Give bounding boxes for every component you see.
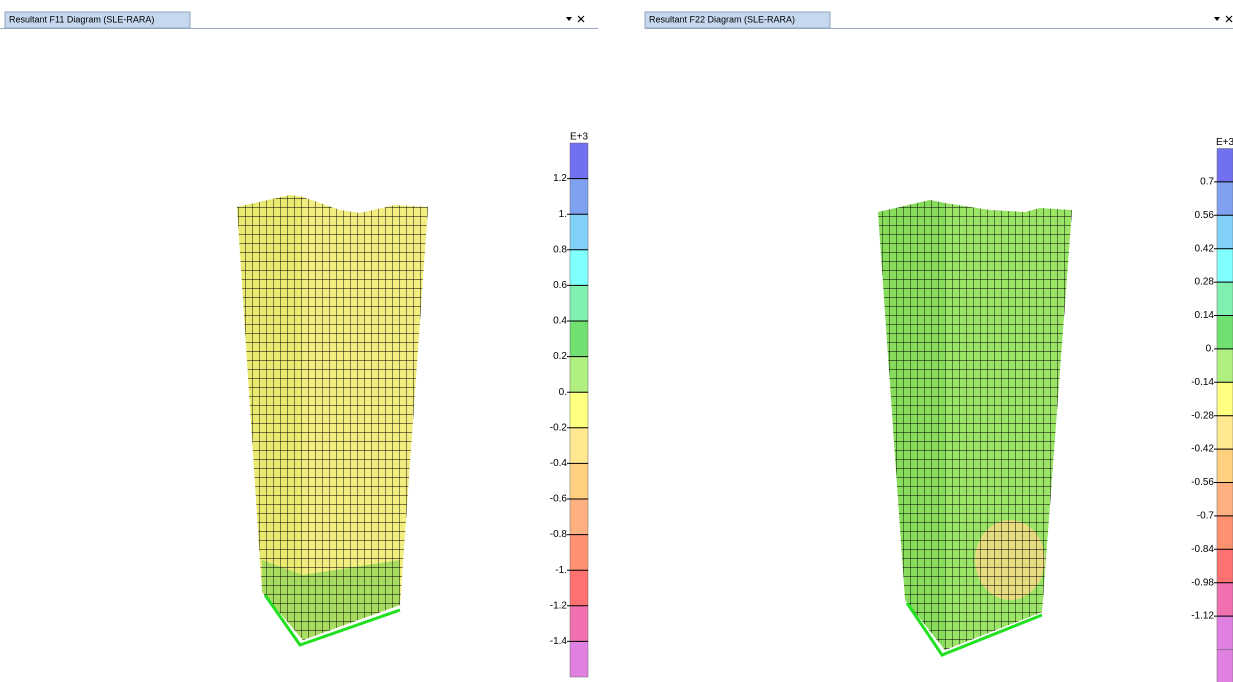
close-button[interactable] — [578, 16, 584, 22]
legend-label: -1.2 — [550, 600, 568, 611]
legend-label: -0.4 — [550, 458, 568, 469]
legend-label: 0.4 — [553, 316, 567, 327]
legend-label: -0.42 — [1191, 444, 1214, 455]
legend-band — [570, 428, 588, 464]
legend-band — [570, 357, 588, 393]
mesh — [237, 195, 428, 640]
dropdown-button[interactable] — [566, 17, 572, 21]
legend-band — [1217, 349, 1233, 382]
legend-band — [1217, 516, 1233, 549]
legend-band — [570, 285, 588, 321]
legend-band — [1217, 616, 1233, 649]
legend-label: 1. — [559, 209, 567, 220]
panel-header: Resultant F22 Diagram (SLE-RARA) — [645, 12, 1233, 29]
legend-band — [570, 321, 588, 357]
legend-band — [570, 606, 588, 642]
legend-band — [570, 641, 588, 677]
legend-band — [1217, 583, 1233, 616]
legend-band — [1217, 282, 1233, 315]
legend-exponent: E+3 — [570, 132, 589, 143]
legend-label: 0.6 — [553, 280, 567, 291]
legend-label: 0.56 — [1195, 210, 1215, 221]
legend-label: 0.2 — [553, 351, 567, 362]
legend-band — [570, 499, 588, 535]
legend-band — [570, 179, 588, 215]
legend-band — [570, 250, 588, 286]
legend-label: 0.7 — [1200, 177, 1214, 188]
legend-label: 0.14 — [1195, 310, 1215, 321]
app-window: Resultant F11 Diagram (SLE-RARA) Resulta… — [0, 0, 1233, 682]
legend-band — [570, 535, 588, 571]
legend-label: -0.7 — [1197, 511, 1215, 522]
close-button[interactable] — [1226, 16, 1232, 22]
legend-label: -1.4 — [550, 636, 568, 647]
legend-band — [570, 570, 588, 606]
legend-band — [1217, 382, 1233, 415]
legend-band — [1217, 416, 1233, 449]
legend-label: -0.6 — [550, 494, 568, 505]
panel-title: Resultant F11 Diagram (SLE-RARA) — [9, 14, 154, 24]
legend-band — [570, 392, 588, 428]
legend-band — [1217, 483, 1233, 516]
legend-band — [570, 143, 588, 179]
panel-title: Resultant F22 Diagram (SLE-RARA) — [649, 14, 795, 24]
legend-band — [1217, 249, 1233, 282]
legend-band — [1217, 215, 1233, 248]
dropdown-button[interactable] — [1214, 17, 1220, 21]
legend-label: 0.42 — [1195, 243, 1215, 254]
legend-band — [1217, 182, 1233, 215]
mesh — [878, 200, 1072, 650]
legend-label: -1. — [555, 565, 567, 576]
legend-label: -0.28 — [1191, 410, 1214, 421]
legend-band — [1217, 549, 1233, 582]
legend-band — [1217, 149, 1233, 182]
structure-model — [878, 200, 1072, 655]
panel-header: Resultant F11 Diagram (SLE-RARA) — [0, 12, 598, 29]
legend-band — [1217, 449, 1233, 482]
legend-label: -0.56 — [1191, 477, 1214, 488]
legend-band — [1217, 316, 1233, 349]
legend-label: -0.84 — [1191, 544, 1214, 555]
legend-label: -0.2 — [550, 422, 568, 433]
legend-exponent: E+3 — [1216, 137, 1233, 148]
structure-model — [237, 195, 428, 645]
legend-label: -1.12 — [1191, 611, 1214, 622]
legend-label: 0.28 — [1195, 277, 1215, 288]
legend-band — [570, 214, 588, 250]
legend-label: 0.8 — [553, 244, 567, 255]
legend-band — [570, 463, 588, 499]
legend-label: -0.98 — [1191, 577, 1214, 588]
legend-label: 0. — [1206, 344, 1214, 355]
legend-label: 1.2 — [553, 173, 567, 184]
legend-label: -0.8 — [550, 529, 568, 540]
legend-band — [1217, 650, 1233, 682]
legend-label: 0. — [559, 387, 567, 398]
legend-label: -0.14 — [1191, 377, 1214, 388]
